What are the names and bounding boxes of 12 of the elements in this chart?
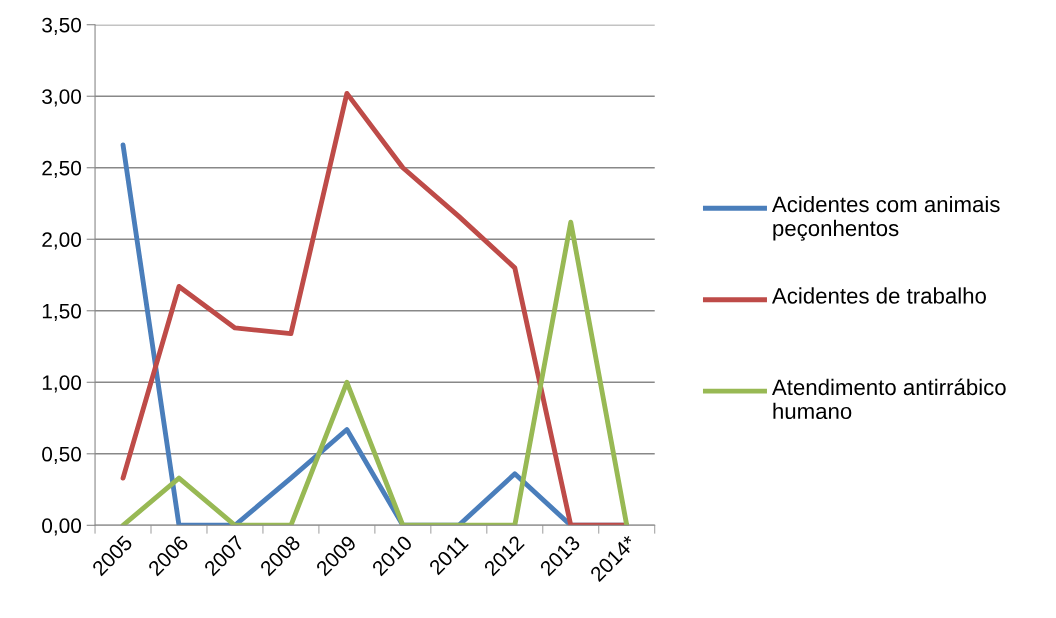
line-series xyxy=(120,219,630,526)
y-tick-label: 0,00 xyxy=(42,518,82,536)
y-tick-label: 3,50 xyxy=(42,17,82,35)
legend-label: Acidentes de trabalho xyxy=(771,287,986,304)
y-tick-label: 2,50 xyxy=(42,160,82,178)
legend-label: Atendimento antirrábico humano xyxy=(771,378,1006,420)
legend-label: Acidentes com animais peçonhentos xyxy=(771,195,1000,241)
y-tick-label: 3,00 xyxy=(42,89,82,107)
y-tick-label: 1,00 xyxy=(42,375,82,393)
y-tick-label: 1,50 xyxy=(42,303,82,321)
y-tick-label: 0,50 xyxy=(42,446,82,464)
y-tick-label: 2,00 xyxy=(42,232,82,250)
